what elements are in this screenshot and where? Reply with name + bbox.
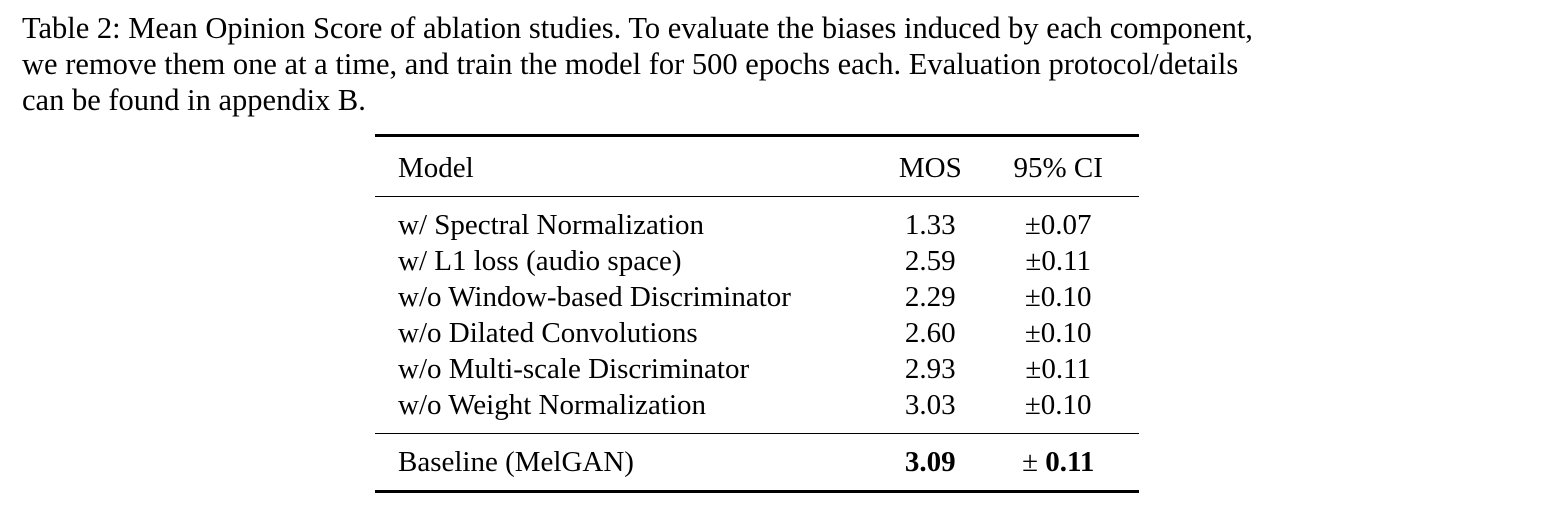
header-model: Model — [398, 151, 474, 184]
baseline-row: Baseline (MelGAN) 3.09 ± 0.11 — [375, 434, 1139, 492]
row-ci: ±0.07 — [1024, 209, 1092, 241]
baseline-section: Baseline (MelGAN) 3.09 ± 0.11 — [375, 434, 1139, 492]
caption-line-1: Table 2: Mean Opinion Score of ablation … — [22, 11, 1253, 45]
row-model: w/o Dilated Convolutions — [398, 317, 698, 349]
row-model: w/ L1 loss (audio space) — [398, 245, 682, 277]
table-row: w/o Dilated Convolutions 2.60 ±0.10 — [375, 315, 1139, 351]
row-mos: 1.33 — [904, 209, 956, 241]
table-row: w/o Window-based Discriminator 2.29 ±0.1… — [375, 279, 1139, 315]
row-ci: ±0.10 — [1024, 317, 1092, 349]
row-model: w/o Weight Normalization — [398, 389, 707, 421]
row-mos: 2.60 — [904, 317, 956, 349]
baseline-model: Baseline (MelGAN) — [398, 446, 634, 478]
table-row: w/ Spectral Normalization 1.33 ±0.07 — [375, 197, 1139, 244]
ablation-table: Model MOS 95% CI w/ Spectral Normalizati… — [375, 134, 1139, 493]
row-ci: ±0.11 — [1025, 245, 1092, 277]
row-mos: 2.29 — [904, 281, 956, 313]
table-row: w/ L1 loss (audio space) 2.59 ±0.11 — [375, 243, 1139, 279]
baseline-ci-sign: ± — [1022, 446, 1038, 478]
caption-line-3: can be found in appendix B. — [22, 83, 366, 117]
row-mos: 2.59 — [904, 245, 956, 277]
header-ci: 95% CI — [1013, 151, 1103, 184]
header-mos: MOS — [898, 151, 962, 184]
baseline-ci: ± 0.11 — [977, 434, 1139, 492]
row-mos: 3.03 — [904, 389, 956, 421]
table-header-row: Model MOS 95% CI — [375, 135, 1139, 197]
ablation-rows: w/ Spectral Normalization 1.33 ±0.07 w/ … — [375, 197, 1139, 434]
caption-line-2: we remove them one at a time, and train … — [22, 47, 1239, 81]
table-caption: Table 2: Mean Opinion Score of ablation … — [22, 10, 1522, 118]
baseline-mos: 3.09 — [904, 446, 956, 478]
row-ci: ±0.11 — [1025, 353, 1092, 385]
row-model: w/ Spectral Normalization — [398, 209, 705, 241]
row-model: w/o Multi-scale Discriminator — [398, 353, 750, 385]
ablation-table-container: Model MOS 95% CI w/ Spectral Normalizati… — [375, 134, 1139, 493]
baseline-ci-value: 0.11 — [1045, 446, 1095, 478]
row-ci: ±0.10 — [1024, 389, 1092, 421]
table-row: w/o Multi-scale Discriminator 2.93 ±0.11 — [375, 351, 1139, 387]
row-model: w/o Window-based Discriminator — [398, 281, 791, 313]
table-row: w/o Weight Normalization 3.03 ±0.10 — [375, 387, 1139, 434]
row-mos: 2.93 — [904, 353, 956, 385]
row-ci: ±0.10 — [1024, 281, 1092, 313]
